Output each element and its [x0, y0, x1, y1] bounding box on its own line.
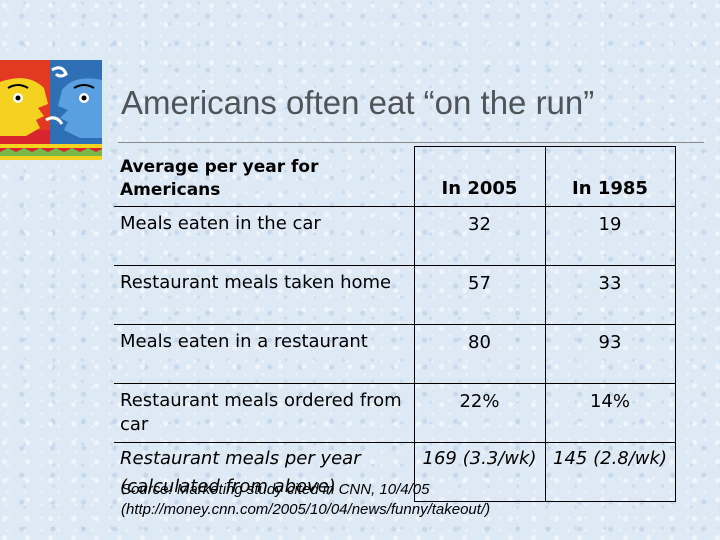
row-label: Meals eaten in the car	[114, 206, 414, 266]
row-label: Restaurant meals per year (calculated fr…	[120, 448, 361, 497]
header-label: Average per year for Americans	[114, 146, 414, 207]
value-2005: 32	[413, 206, 545, 266]
faces-logo-icon	[0, 60, 102, 160]
header-1985: In 1985	[544, 146, 676, 207]
value-1985: 33	[544, 265, 676, 325]
value-1985: 19	[544, 206, 676, 266]
table-header-row: Average per year for Americans In 2005 I…	[114, 146, 676, 207]
slide-title: Americans often eat “on the run”	[121, 84, 595, 121]
source-url: (http://money.cnn.com/2005/10/04/news/fu…	[121, 501, 491, 518]
table-row: Meals eaten in a restaurant 80 93	[114, 324, 676, 384]
value-2005: 80	[413, 324, 545, 384]
table-row: Meals eaten in the car 32 19	[114, 206, 676, 266]
value-1985: 14%	[544, 383, 676, 443]
header-2005: In 2005	[413, 146, 545, 207]
title-divider	[118, 142, 704, 143]
value-2005: 22%	[413, 383, 545, 443]
source-citation: Source: Marketing study cited in CNN, 10…	[121, 480, 490, 520]
row-label: Restaurant meals ordered from car	[114, 383, 414, 443]
table-row: Restaurant meals taken home 57 33	[114, 265, 676, 325]
value-2005: 169 (3.3/wk)	[413, 442, 545, 502]
table-row-total: Restaurant meals per year (calculated fr…	[114, 442, 676, 502]
table-row: Restaurant meals ordered from car 22% 14…	[114, 383, 676, 443]
value-2005: 57	[413, 265, 545, 325]
source-line: Source: Marketing study cited in CNN, 10…	[121, 481, 430, 498]
row-label: Restaurant meals taken home	[114, 265, 414, 325]
row-label: Meals eaten in a restaurant	[114, 324, 414, 384]
value-1985: 145 (2.8/wk)	[544, 442, 676, 502]
meals-table: Average per year for Americans In 2005 I…	[114, 146, 676, 502]
value-1985: 93	[544, 324, 676, 384]
